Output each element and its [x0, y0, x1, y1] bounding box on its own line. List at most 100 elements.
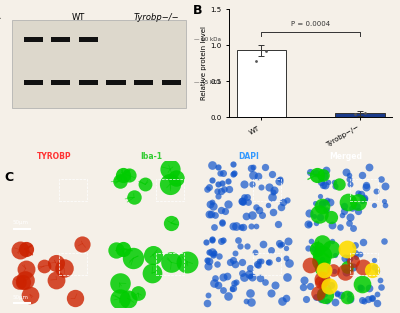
Point [250, 172, 256, 177]
Point [354, 203, 360, 208]
Point [220, 287, 226, 292]
Point [283, 198, 290, 203]
Point [320, 182, 326, 187]
Point [260, 241, 266, 246]
Point [167, 182, 174, 187]
Y-axis label: WT: WT [0, 266, 2, 276]
Point [214, 188, 220, 193]
Point [131, 195, 137, 200]
Point [340, 209, 347, 214]
Point [79, 241, 86, 246]
Point [270, 188, 277, 193]
Point [16, 247, 23, 252]
Point [368, 268, 375, 273]
Point [358, 172, 365, 177]
Point [324, 198, 330, 203]
Point [358, 297, 365, 302]
Point [336, 182, 342, 187]
Point [244, 244, 250, 249]
Point [22, 266, 29, 271]
Point [61, 266, 67, 271]
Point [285, 261, 292, 266]
Point [206, 184, 212, 189]
Point [319, 240, 325, 245]
Point [266, 185, 272, 190]
Point [257, 276, 264, 281]
Point [334, 290, 340, 295]
Point [249, 213, 255, 218]
Point [318, 252, 325, 257]
Point [371, 202, 378, 207]
Point [266, 259, 272, 264]
Point [350, 225, 356, 230]
Point [135, 291, 141, 296]
Point [276, 240, 282, 245]
Point [221, 208, 228, 213]
Point [346, 221, 352, 226]
Point [344, 294, 350, 299]
Point [210, 203, 217, 208]
Point [53, 277, 60, 282]
Point [247, 265, 254, 270]
Point [320, 173, 326, 178]
Point [220, 170, 226, 175]
Point [347, 296, 353, 301]
Point [265, 202, 272, 207]
Point [257, 259, 264, 264]
Point [204, 186, 210, 191]
Point [211, 276, 218, 281]
Point [360, 240, 366, 245]
Point [274, 222, 281, 227]
Bar [335, 114, 384, 117]
Point [279, 242, 285, 247]
Point [254, 262, 260, 267]
Title: TYROBP: TYROBP [37, 151, 72, 161]
Point [248, 300, 254, 305]
Point [351, 251, 358, 256]
Point [374, 292, 380, 297]
Bar [134, 80, 153, 85]
Point [268, 290, 274, 295]
Point [330, 268, 336, 273]
Point [303, 296, 309, 301]
Point [381, 238, 388, 243]
Point [382, 183, 388, 188]
Point [245, 200, 252, 205]
Point [268, 248, 274, 253]
Point [248, 165, 255, 170]
Point [365, 296, 372, 301]
Point [312, 200, 319, 205]
Point [253, 204, 259, 209]
Point [241, 275, 248, 280]
Point [311, 247, 318, 252]
Bar [79, 37, 98, 42]
Point [337, 225, 344, 230]
Point [313, 220, 319, 225]
Point [209, 249, 216, 254]
Point [329, 223, 335, 228]
Point [206, 212, 212, 217]
Point [328, 283, 334, 288]
Point [371, 258, 378, 263]
Point [350, 259, 356, 264]
Point [361, 196, 368, 201]
Point [283, 256, 290, 261]
Point [301, 278, 308, 283]
Point [215, 282, 221, 287]
Point [319, 201, 326, 206]
Point [372, 189, 379, 194]
Point [237, 244, 244, 249]
Point [361, 196, 367, 201]
Bar [24, 37, 43, 42]
Point [357, 285, 364, 290]
Point [205, 292, 212, 297]
Point [357, 284, 364, 289]
Point [314, 249, 321, 254]
Point [377, 285, 384, 290]
Point [219, 219, 225, 224]
Point [331, 268, 338, 273]
Point [317, 193, 324, 198]
Point [363, 184, 369, 189]
Bar [253, 253, 281, 275]
Point [323, 208, 329, 213]
